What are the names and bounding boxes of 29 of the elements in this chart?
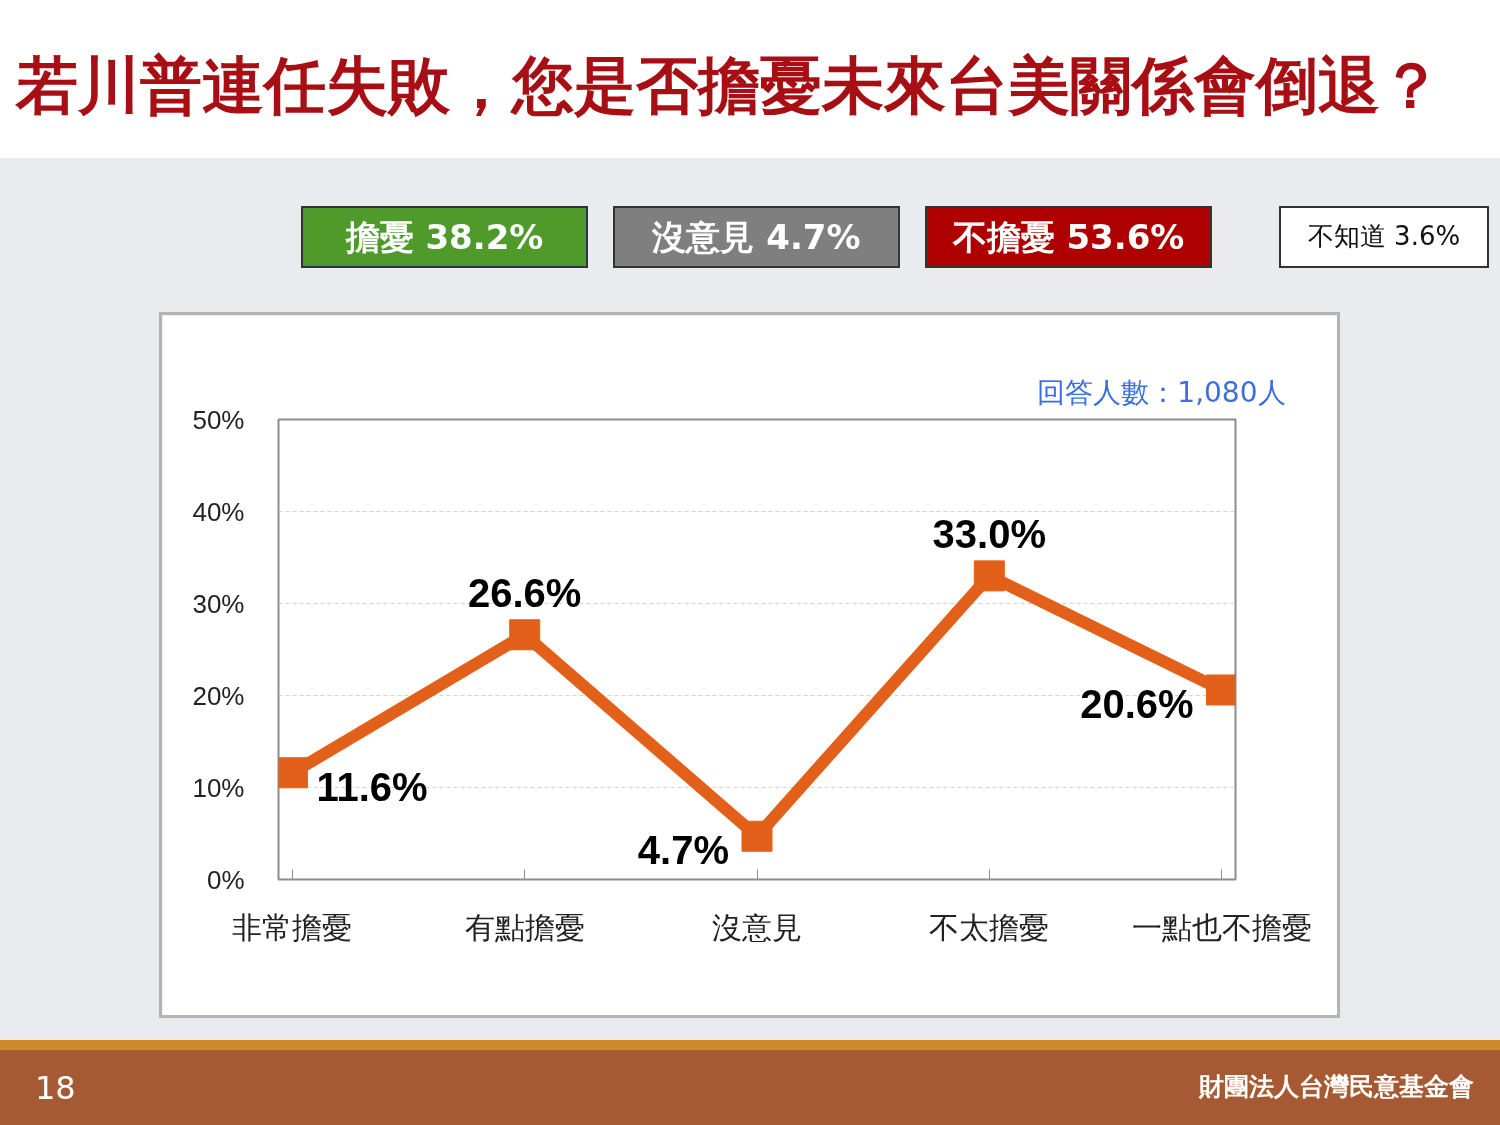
point	[1206, 674, 1236, 706]
x-tick-label: 有點擔憂	[464, 909, 585, 945]
text: 回答人數：1,080人	[1037, 375, 1286, 409]
y-tick-label: 30%	[192, 588, 245, 619]
text: 不知道 3.6%	[1279, 206, 1489, 268]
text: 擔憂 38.2%	[301, 206, 588, 268]
data-label: 4.7%	[637, 828, 729, 873]
x-tick-label: 非常擔憂	[232, 909, 353, 945]
point	[278, 757, 308, 789]
data-label: 11.6%	[316, 764, 428, 809]
point	[973, 560, 1005, 592]
chart-title: 若川普連任失敗，您是否擔憂未來台美關係會倒退？	[14, 48, 1442, 124]
data-label: 20.6%	[1080, 681, 1194, 726]
x-tick-label: 不太擔憂	[929, 909, 1050, 945]
text: 不擔憂 53.6%	[925, 206, 1212, 268]
data-label: 26.6%	[468, 570, 582, 615]
y-tick-label: 10%	[192, 772, 245, 803]
data-label: 33.0%	[932, 511, 1046, 556]
point	[509, 619, 541, 651]
x-tick-label: 沒意見	[712, 909, 802, 945]
y-tick-label: 0%	[206, 864, 245, 895]
text: 18	[35, 1068, 76, 1108]
x-tick-label: 一點也不擔憂	[1131, 909, 1312, 945]
text: 財團法人台灣民意基金會	[1199, 1071, 1474, 1103]
y-tick-label: 40%	[192, 496, 245, 527]
point	[741, 820, 773, 852]
y-tick-label: 20%	[192, 680, 245, 711]
y-tick-label: 50%	[192, 404, 245, 435]
text: 沒意見 4.7%	[613, 206, 900, 268]
